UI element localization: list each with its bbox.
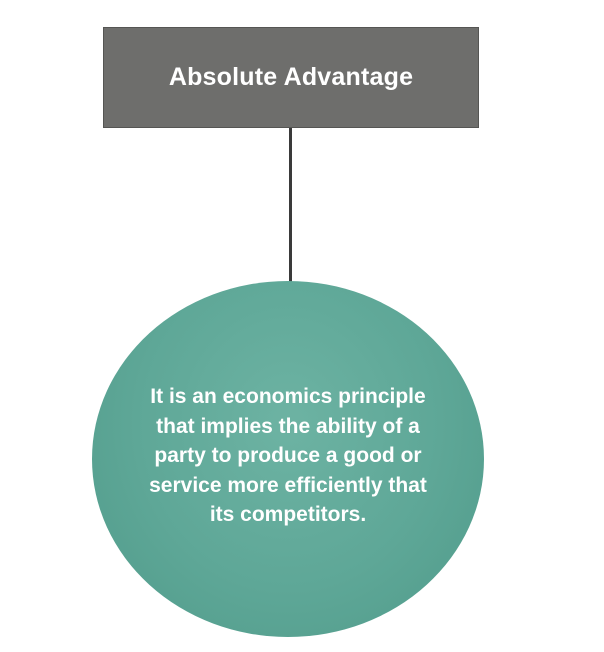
definition-circle: It is an economics principle that implie… <box>92 281 484 637</box>
definition-text: It is an economics principle that implie… <box>149 385 427 527</box>
title-box: Absolute Advantage <box>103 27 479 128</box>
connector-line <box>289 128 292 284</box>
diagram-title: Absolute Advantage <box>168 63 414 91</box>
